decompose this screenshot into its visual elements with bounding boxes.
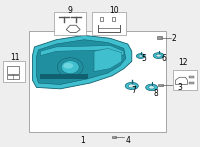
Ellipse shape <box>146 84 158 91</box>
Bar <box>54 12 86 35</box>
Text: 6: 6 <box>161 54 166 63</box>
Polygon shape <box>40 45 124 56</box>
Ellipse shape <box>63 63 73 69</box>
Bar <box>7 75 19 79</box>
Ellipse shape <box>128 84 135 88</box>
Bar <box>189 76 194 78</box>
Polygon shape <box>40 74 88 79</box>
Bar <box>158 84 163 86</box>
Polygon shape <box>32 35 132 89</box>
Bar <box>29 31 166 132</box>
Ellipse shape <box>149 86 155 89</box>
Text: 8: 8 <box>153 89 158 98</box>
Ellipse shape <box>136 54 145 58</box>
Bar <box>157 36 162 39</box>
Bar <box>7 66 19 74</box>
Ellipse shape <box>139 55 143 57</box>
Ellipse shape <box>156 54 161 57</box>
Bar <box>189 82 194 84</box>
Ellipse shape <box>153 53 164 59</box>
Bar <box>92 12 126 35</box>
Text: 1: 1 <box>80 136 84 145</box>
Bar <box>173 70 197 90</box>
Polygon shape <box>94 48 122 71</box>
Text: 10: 10 <box>109 6 119 15</box>
Text: 2: 2 <box>171 34 176 43</box>
Ellipse shape <box>125 82 138 90</box>
Polygon shape <box>36 40 126 85</box>
Text: 5: 5 <box>141 54 146 63</box>
Bar <box>112 17 115 21</box>
Ellipse shape <box>57 58 83 77</box>
Bar <box>3 61 25 82</box>
Text: 11: 11 <box>10 52 19 62</box>
Text: 4: 4 <box>125 136 130 145</box>
Ellipse shape <box>61 61 79 74</box>
Bar <box>112 136 116 138</box>
Text: 9: 9 <box>68 6 73 15</box>
Bar <box>100 17 103 21</box>
Text: 7: 7 <box>131 86 136 95</box>
Text: 12: 12 <box>179 58 188 67</box>
Text: 3: 3 <box>177 83 182 92</box>
